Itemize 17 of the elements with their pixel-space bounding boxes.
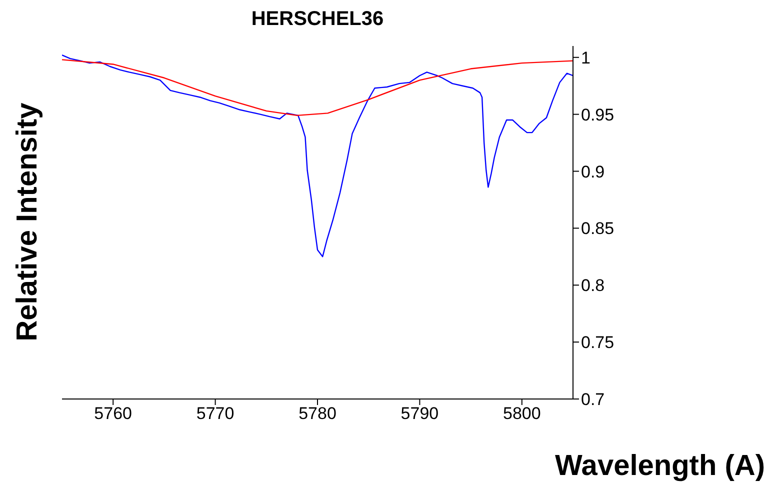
x-tick-label: 5800: [502, 404, 541, 424]
x-axis-title: Wavelength (A): [555, 450, 765, 483]
y-tick-label: 0.8: [581, 276, 605, 296]
chart-title: HERSCHEL36: [250, 8, 385, 31]
x-tick-label: 5790: [400, 404, 439, 424]
x-tick-label: 5770: [196, 404, 234, 424]
y-tick-label: 0.75: [581, 333, 614, 352]
y-axis-title: Relative Intensity: [12, 102, 44, 342]
y-tick-label: 0.9: [581, 162, 605, 182]
x-tick-label: 5780: [298, 404, 336, 424]
line-series: [62, 59, 573, 116]
y-tick-label: 0.95: [581, 105, 614, 124]
x-tick-label: 5760: [94, 404, 132, 424]
y-tick-label: 0.7: [581, 390, 605, 410]
y-tick-label: 0.85: [581, 219, 614, 238]
y-tick-label: 1: [581, 48, 590, 68]
line-series: [62, 54, 573, 258]
